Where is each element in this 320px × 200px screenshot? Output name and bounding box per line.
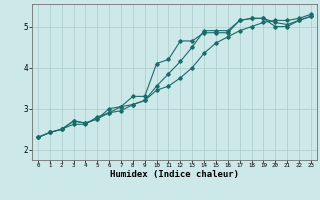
X-axis label: Humidex (Indice chaleur): Humidex (Indice chaleur) — [110, 170, 239, 179]
